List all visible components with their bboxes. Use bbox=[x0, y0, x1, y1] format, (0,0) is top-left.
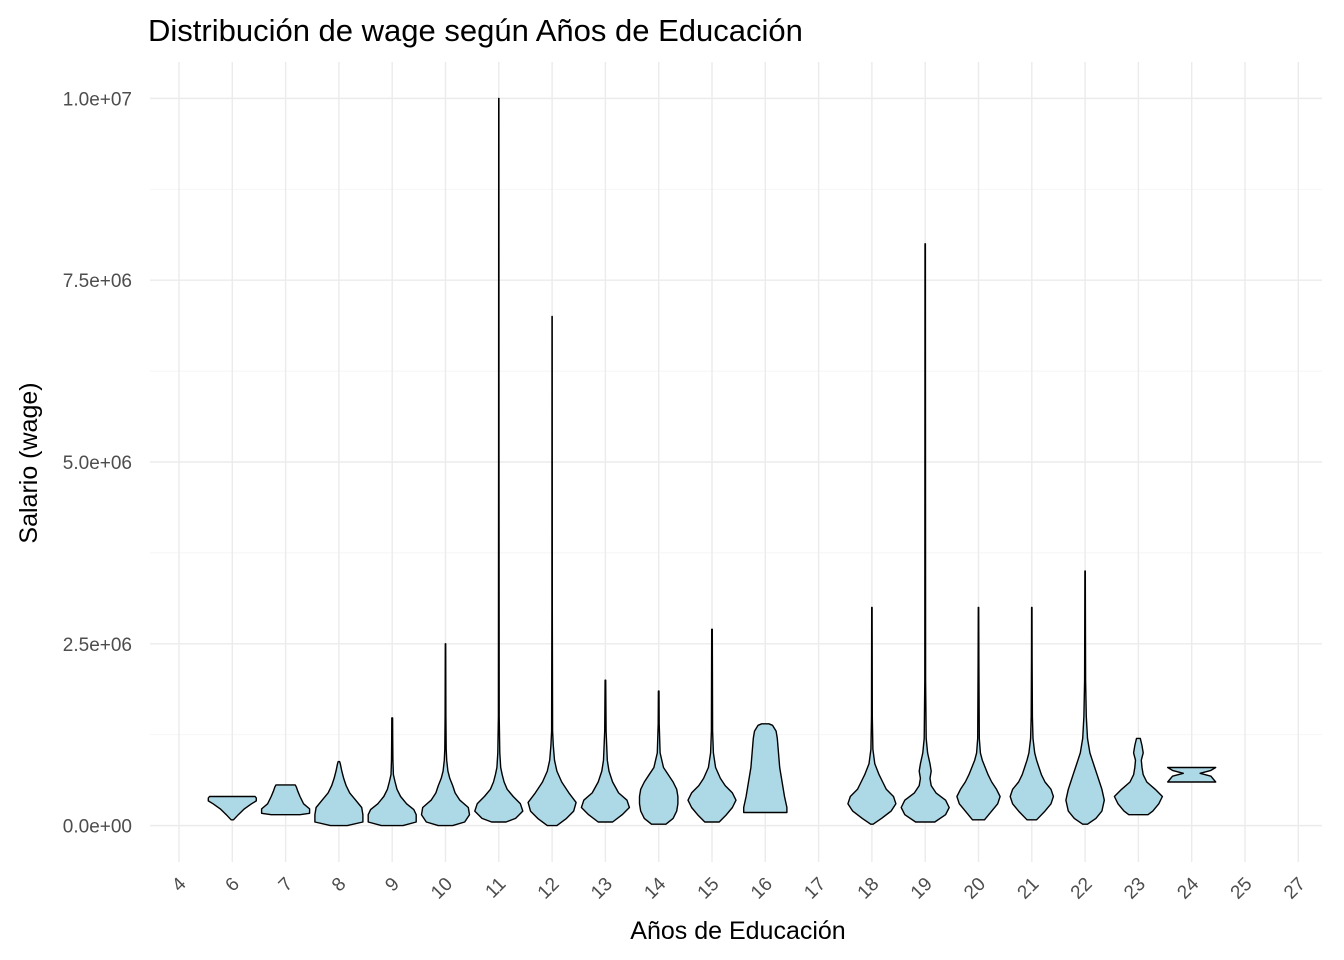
violin-12 bbox=[527, 315, 577, 827]
x-tick-label: 14 bbox=[640, 873, 670, 903]
violin-7 bbox=[260, 784, 311, 816]
violin-6 bbox=[207, 795, 257, 821]
violin-23 bbox=[1113, 737, 1164, 816]
violin-21 bbox=[1009, 606, 1055, 821]
violin-24 bbox=[1167, 766, 1217, 783]
x-tick-label: 9 bbox=[381, 874, 403, 896]
violin-8 bbox=[314, 760, 364, 827]
x-tick-label: 24 bbox=[1173, 873, 1203, 903]
violins bbox=[207, 97, 1217, 827]
violin-20 bbox=[956, 606, 1001, 821]
y-tick-label: 7.5e+06 bbox=[63, 271, 132, 292]
x-tick-label: 21 bbox=[1014, 874, 1044, 904]
x-tick-label: 20 bbox=[960, 874, 990, 904]
violin-19 bbox=[900, 243, 950, 823]
y-tick-label: 1.0e+07 bbox=[63, 89, 132, 110]
y-axis-ticks: 0.0e+00 2.5e+06 5.0e+06 7.5e+06 1.0e+07 bbox=[63, 89, 132, 837]
violin-18 bbox=[847, 606, 897, 825]
x-axis-title: Años de Educación bbox=[630, 917, 845, 945]
violin-15 bbox=[687, 628, 737, 823]
violin-14 bbox=[638, 690, 679, 825]
x-tick-label: 4 bbox=[168, 873, 191, 896]
x-tick-label: 11 bbox=[482, 874, 511, 903]
x-tick-label: 12 bbox=[534, 874, 564, 904]
x-tick-label: 25 bbox=[1227, 874, 1257, 904]
x-tick-label: 18 bbox=[854, 874, 884, 904]
x-tick-label: 6 bbox=[222, 874, 244, 896]
violin-10 bbox=[420, 643, 471, 827]
y-tick-label: 2.5e+06 bbox=[63, 635, 132, 656]
grid-lines bbox=[150, 62, 1322, 862]
x-tick-label: 10 bbox=[427, 874, 457, 904]
x-tick-label: 16 bbox=[747, 874, 777, 904]
violin-16 bbox=[743, 723, 788, 814]
x-tick-label: 27 bbox=[1280, 874, 1310, 904]
x-tick-label: 22 bbox=[1067, 874, 1097, 904]
x-axis-ticks: 4 6 7 8 9 10 11 12 13 14 15 16 17 18 19 20 21 22 23 24 25 27 bbox=[168, 873, 1310, 903]
chart-title: Distribución de wage según Años de Educa… bbox=[148, 13, 803, 48]
violin-22 bbox=[1065, 570, 1105, 825]
x-tick-label: 7 bbox=[275, 874, 297, 896]
x-tick-label: 19 bbox=[907, 874, 937, 904]
violin-9 bbox=[367, 717, 417, 827]
x-tick-label: 13 bbox=[587, 874, 617, 904]
x-tick-label: 15 bbox=[694, 874, 724, 904]
y-axis-title: Salario (wage) bbox=[15, 382, 43, 543]
y-tick-label: 5.0e+06 bbox=[63, 453, 132, 474]
x-tick-label: 17 bbox=[800, 874, 830, 904]
x-tick-label: 23 bbox=[1120, 874, 1150, 904]
x-tick-label: 8 bbox=[328, 874, 350, 896]
y-tick-label: 0.0e+00 bbox=[63, 817, 132, 838]
violin-13 bbox=[580, 679, 631, 823]
violin-11 bbox=[474, 97, 524, 823]
